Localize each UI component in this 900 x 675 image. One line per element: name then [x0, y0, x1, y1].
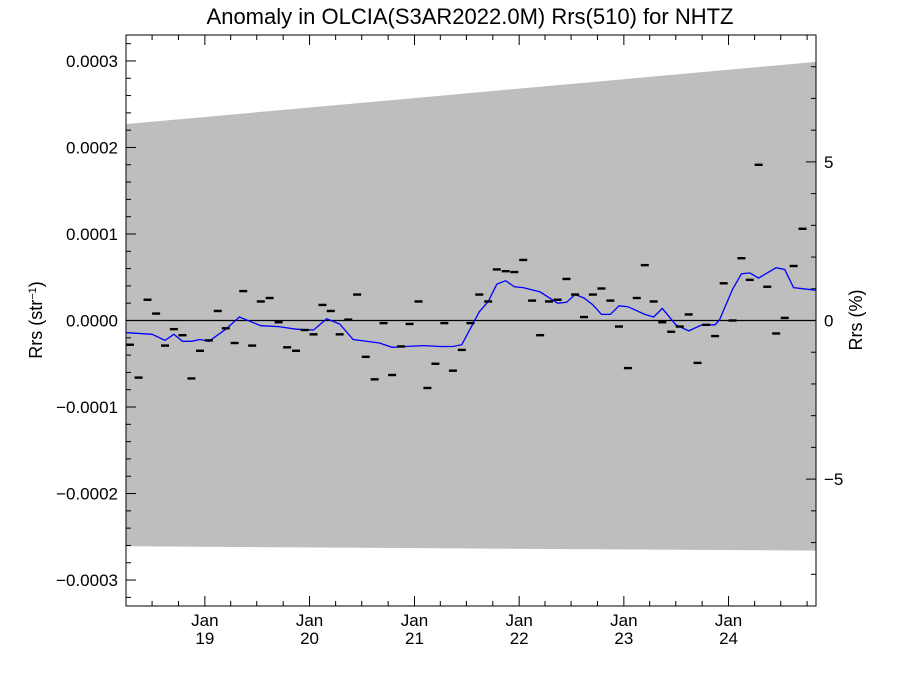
x-tick-month: Jan [715, 611, 742, 630]
y-tick-label: −0.0003 [56, 571, 118, 590]
y-tick-label: 0.0002 [66, 138, 118, 157]
y-axis-title: Rrs (str−1) [26, 281, 46, 359]
uncertainty-band [126, 61, 816, 551]
x-tick-year: 19 [195, 629, 214, 648]
x-tick-year: 21 [405, 629, 424, 648]
x-tick-month: Jan [505, 611, 532, 630]
y-tick-label: −0.0002 [56, 485, 118, 504]
right-axis-title: Rrs (%) [846, 290, 866, 351]
y-tick-label: 0.0000 [66, 312, 118, 331]
y2-tick-label: 0 [824, 312, 833, 331]
x-tick-month: Jan [296, 611, 323, 630]
x-tick-year: 20 [300, 629, 319, 648]
plot-area [125, 34, 817, 607]
x-tick-month: Jan [401, 611, 428, 630]
y-tick-label: −0.0001 [56, 398, 118, 417]
x-tick-year: 23 [614, 629, 633, 648]
running-mean-line [125, 267, 816, 348]
x-tick-month: Jan [610, 611, 637, 630]
y2-tick-label: −5 [824, 470, 843, 489]
y-tick-label: 0.0003 [66, 52, 118, 71]
y-tick-label: 0.0001 [66, 225, 118, 244]
x-tick-year: 22 [510, 629, 529, 648]
chart-title: Anomaly in OLCIA(S3AR2022.0M) Rrs(510) f… [207, 4, 734, 29]
x-tick-month: Jan [191, 611, 218, 630]
x-tick-year: 24 [719, 629, 738, 648]
y2-tick-label: 5 [824, 153, 833, 172]
